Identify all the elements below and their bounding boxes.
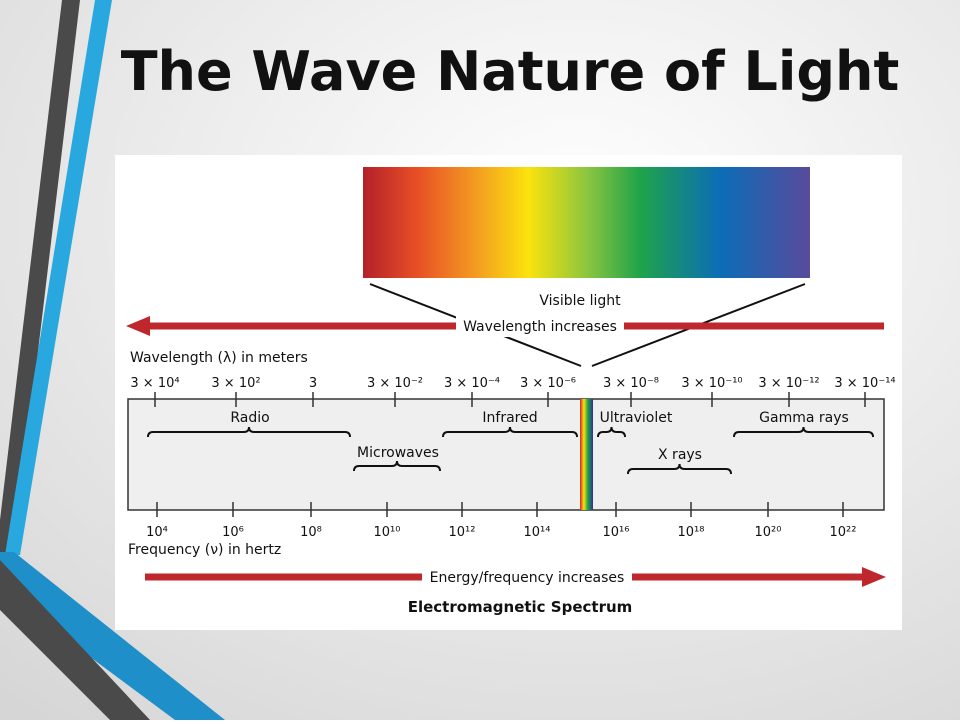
label-bg (422, 566, 632, 588)
brace (627, 463, 732, 475)
arrow-head (126, 316, 150, 336)
region-label: Infrared (482, 410, 537, 426)
arrow-head (862, 567, 886, 587)
brace (147, 426, 351, 438)
stripe (0, 0, 80, 552)
region-label: Radio (230, 410, 269, 426)
wavelength-tick-label: 3 × 10⁻⁴ (444, 376, 500, 391)
brace (733, 426, 874, 438)
caption: Electromagnetic Spectrum (408, 598, 633, 616)
wavelength-tick-label: 3 × 10⁻¹⁴ (834, 376, 895, 391)
axis-title: Wavelength (λ) in meters (130, 350, 308, 366)
frequency-tick-label: 10²⁰ (755, 525, 782, 540)
wavelength-tick-label: 3 × 10⁻⁸ (603, 376, 659, 391)
wavelength-tick-label: 3 × 10⁻⁶ (520, 376, 576, 391)
region-label: Microwaves (357, 445, 439, 461)
frequency-tick-label: 10¹⁴ (524, 525, 551, 540)
arrow-label: Wavelength increases (463, 319, 617, 335)
frequency-tick-label: 10¹⁸ (678, 525, 705, 540)
axis-title: Frequency (ν) in hertz (128, 542, 281, 558)
visible-band (580, 399, 593, 510)
stripe (5, 0, 112, 555)
frequency-tick-label: 10¹⁰ (374, 525, 401, 540)
stripe (0, 560, 150, 720)
frequency-tick-label: 10⁶ (222, 525, 244, 540)
visible-label: Visible light (539, 293, 621, 309)
spectrum-box (127, 398, 885, 511)
wavelength-tick-label: 3 × 10⁻¹² (758, 376, 819, 391)
wavelength-tick-label: 3 (309, 376, 317, 391)
region-label: Gamma rays (759, 410, 849, 426)
frequency-tick-label: 10²² (830, 525, 857, 540)
title: The Wave Nature of Light (121, 40, 900, 103)
stripe (0, 552, 225, 720)
visible-spectrum (363, 167, 810, 278)
wavelength-tick-label: 3 × 10⁴ (130, 376, 179, 391)
brace (597, 426, 626, 438)
frequency-tick-label: 10⁸ (300, 525, 322, 540)
frequency-tick-label: 10¹⁶ (603, 525, 630, 540)
wavelength-tick-label: 3 × 10⁻² (367, 376, 423, 391)
brace (442, 426, 578, 438)
frequency-tick-label: 10⁴ (146, 525, 168, 540)
wavelength-tick-label: 3 × 10² (211, 376, 260, 391)
frequency-tick-label: 10¹² (449, 525, 476, 540)
arrow-label: Energy/frequency increases (430, 570, 625, 586)
label-bg (456, 315, 624, 337)
wavelength-tick-label: 3 × 10⁻¹⁰ (681, 376, 742, 391)
brace (353, 460, 441, 472)
region-label: X rays (658, 447, 702, 463)
region-label: Ultraviolet (600, 410, 673, 426)
